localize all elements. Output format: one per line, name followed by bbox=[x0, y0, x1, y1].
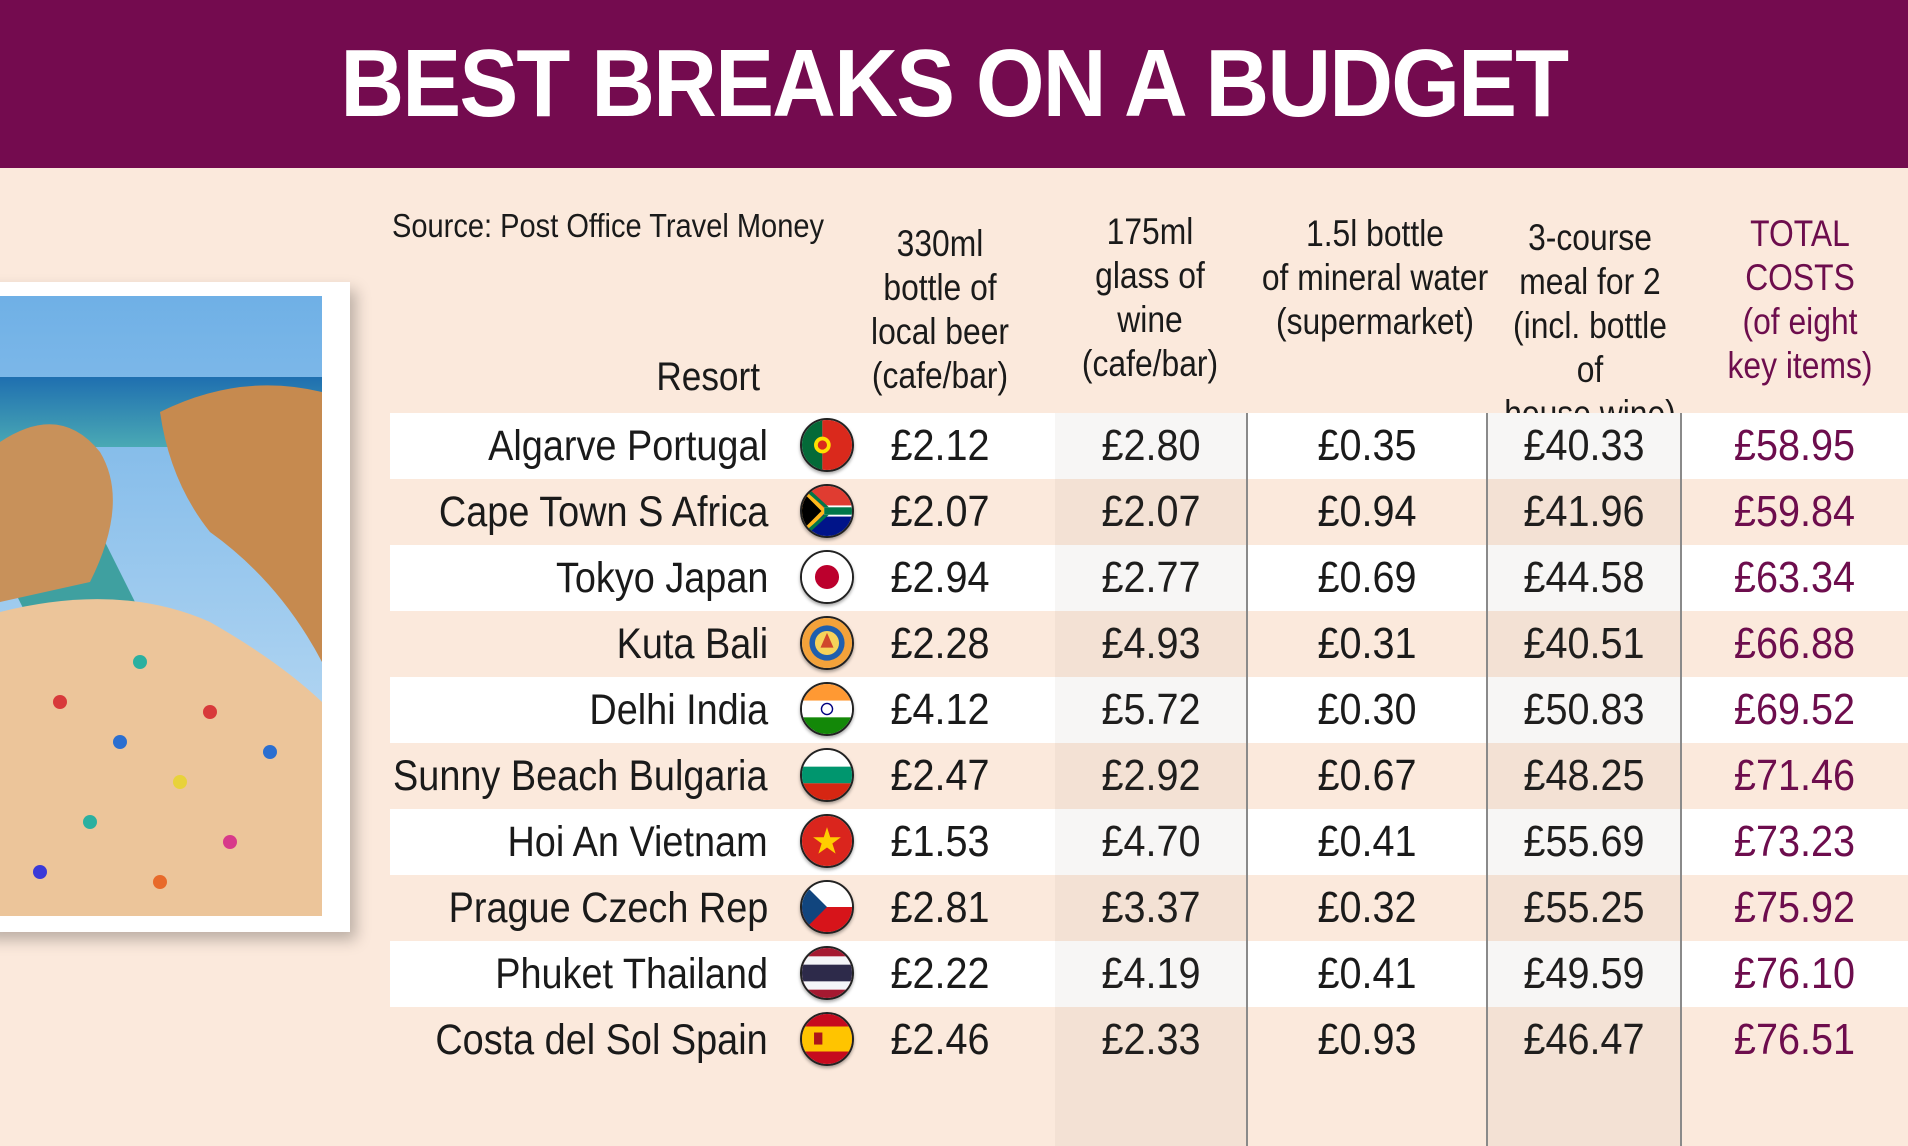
total-price-cell: £66.88 bbox=[1733, 619, 1856, 668]
water-price-cell: £0.41 bbox=[1317, 817, 1417, 866]
column-divider bbox=[1486, 413, 1488, 1146]
water-price-cell: £0.94 bbox=[1317, 487, 1417, 536]
meal-price-cell: £49.59 bbox=[1523, 949, 1645, 998]
meal-price-cell: £55.69 bbox=[1523, 817, 1645, 866]
table-row: Prague Czech Rep £2.81 £3.37 £0.32 £55.25 £75… bbox=[390, 875, 1908, 941]
water-price-cell: £0.31 bbox=[1317, 619, 1417, 668]
meal-price-cell: £40.33 bbox=[1523, 421, 1645, 470]
beer-price-cell: £2.07 bbox=[890, 487, 990, 536]
bulgaria-flag-icon bbox=[800, 748, 854, 802]
page-title: BEST BREAKS ON A BUDGET bbox=[340, 30, 1570, 137]
column-divider bbox=[1246, 413, 1248, 1146]
resort-name: Algarve Portugal bbox=[488, 422, 768, 470]
beer-column-header: 330ml bottle of local beer (cafe/bar) bbox=[871, 223, 1009, 396]
wine-price-cell: £4.70 bbox=[1101, 817, 1201, 866]
meal-column-band bbox=[1487, 413, 1680, 1146]
meal-price-cell: £50.83 bbox=[1523, 685, 1645, 734]
total-price-cell: £59.84 bbox=[1733, 487, 1856, 536]
water-price-cell: £0.35 bbox=[1317, 421, 1417, 470]
resort-name: Prague Czech Rep bbox=[448, 884, 768, 932]
water-price-cell: £0.67 bbox=[1317, 751, 1417, 800]
table-row: Algarve Portugal £2.12 £2.80 £0.35 £40.33 £58… bbox=[390, 413, 1908, 479]
beer-price-cell: £2.28 bbox=[890, 619, 990, 668]
meal-price-cell: £44.58 bbox=[1523, 553, 1645, 602]
meal-price-cell: £40.51 bbox=[1523, 619, 1645, 668]
total-price-cell: £76.51 bbox=[1733, 1015, 1856, 1064]
beer-price-cell: £2.47 bbox=[890, 751, 990, 800]
beer-price-cell: £4.12 bbox=[890, 685, 990, 734]
meal-price-cell: £55.25 bbox=[1523, 883, 1645, 932]
meal-price-cell: £48.25 bbox=[1523, 751, 1645, 800]
beer-price-cell: £1.53 bbox=[890, 817, 990, 866]
total-price-cell: £58.95 bbox=[1733, 421, 1856, 470]
water-price-cell: £0.69 bbox=[1317, 553, 1417, 602]
table-row: Sunny Beach Bulgaria £2.47 £2.92 £0.67 £48.2… bbox=[390, 743, 1908, 809]
total-price-cell: £75.92 bbox=[1733, 883, 1856, 932]
beer-price-cell: £2.81 bbox=[890, 883, 990, 932]
wine-price-cell: £2.92 bbox=[1101, 751, 1201, 800]
total-price-cell: £69.52 bbox=[1733, 685, 1856, 734]
source-note: Source: Post Office Travel Money bbox=[392, 207, 825, 244]
resort-name: Costa del Sol Spain bbox=[435, 1016, 768, 1064]
total-price-cell: £63.34 bbox=[1733, 553, 1856, 602]
total-column-header: TOTAL COSTS (of eight key items) bbox=[1727, 213, 1873, 386]
wine-price-cell: £2.33 bbox=[1101, 1015, 1201, 1064]
japan-flag-icon bbox=[800, 550, 854, 604]
beer-price-cell: £2.46 bbox=[890, 1015, 990, 1064]
water-price-cell: £0.41 bbox=[1317, 949, 1417, 998]
czech-flag-icon bbox=[800, 880, 854, 934]
vietnam-flag-icon bbox=[800, 814, 854, 868]
table-row: Phuket Thailand £2.22 £4.19 £0.41 £49.59 £76.… bbox=[390, 941, 1908, 1007]
resort-name: Phuket Thailand bbox=[495, 950, 768, 998]
resort-name: Delhi India bbox=[589, 686, 768, 734]
table-row: Costa del Sol Spain £2.46 £2.33 £0.93 £46.47… bbox=[390, 1007, 1908, 1073]
resort-name: Tokyo Japan bbox=[555, 554, 768, 602]
table-row: Delhi India £4.12 £5.72 £0.30 £50.83 £69.52 bbox=[390, 677, 1908, 743]
wine-column-header: 175ml glass of wine (cafe/bar) bbox=[1081, 211, 1219, 384]
bali-emblem-icon bbox=[800, 616, 854, 670]
table-row: Cape Town S Africa £2.07 £2.07 £0.94 £41.96 £… bbox=[390, 479, 1908, 545]
meal-column-header: 3-course meal for 2 (incl. bottle of hou… bbox=[1504, 217, 1676, 434]
column-divider bbox=[1680, 413, 1682, 1146]
beach-postcard-image bbox=[0, 282, 350, 932]
meal-price-cell: £41.96 bbox=[1523, 487, 1645, 536]
table-row: Kuta Bali £2.28 £4.93 £0.31 £40.51 £66.88 bbox=[390, 611, 1908, 677]
total-price-cell: £76.10 bbox=[1733, 949, 1856, 998]
water-price-cell: £0.32 bbox=[1317, 883, 1417, 932]
wine-price-cell: £2.77 bbox=[1101, 553, 1201, 602]
total-price-cell: £71.46 bbox=[1733, 751, 1856, 800]
resort-name: Sunny Beach Bulgaria bbox=[393, 752, 768, 800]
beer-price-cell: £2.12 bbox=[890, 421, 990, 470]
wine-price-cell: £2.80 bbox=[1101, 421, 1201, 470]
wine-price-cell: £3.37 bbox=[1101, 883, 1201, 932]
resort-name: Kuta Bali bbox=[616, 620, 768, 668]
india-flag-icon bbox=[800, 682, 854, 736]
beer-price-cell: £2.22 bbox=[890, 949, 990, 998]
title-banner: BEST BREAKS ON A BUDGET bbox=[0, 0, 1908, 168]
beer-price-cell: £2.94 bbox=[890, 553, 990, 602]
spain-flag-icon bbox=[800, 1012, 854, 1066]
resort-name: Cape Town S Africa bbox=[438, 488, 768, 536]
wine-price-cell: £4.93 bbox=[1101, 619, 1201, 668]
meal-price-cell: £46.47 bbox=[1523, 1015, 1645, 1064]
total-price-cell: £73.23 bbox=[1733, 817, 1856, 866]
resort-name: Hoi An Vietnam bbox=[507, 818, 768, 866]
table-row: Tokyo Japan £2.94 £2.77 £0.69 £44.58 £63.34 bbox=[390, 545, 1908, 611]
water-column-header: 1.5l bottle of mineral water (supermarke… bbox=[1261, 213, 1489, 342]
south-africa-flag-icon bbox=[800, 484, 854, 538]
water-price-cell: £0.93 bbox=[1317, 1015, 1417, 1064]
portugal-flag-icon bbox=[800, 418, 854, 472]
wine-price-cell: £2.07 bbox=[1101, 487, 1201, 536]
wine-price-cell: £5.72 bbox=[1101, 685, 1201, 734]
water-price-cell: £0.30 bbox=[1317, 685, 1417, 734]
resort-column-header: Resort bbox=[656, 355, 760, 399]
thailand-flag-icon bbox=[800, 946, 854, 1000]
table-row: Hoi An Vietnam £1.53 £4.70 £0.41 £55.69 £73.2… bbox=[390, 809, 1908, 875]
wine-column-band bbox=[1055, 413, 1247, 1146]
wine-price-cell: £4.19 bbox=[1101, 949, 1201, 998]
